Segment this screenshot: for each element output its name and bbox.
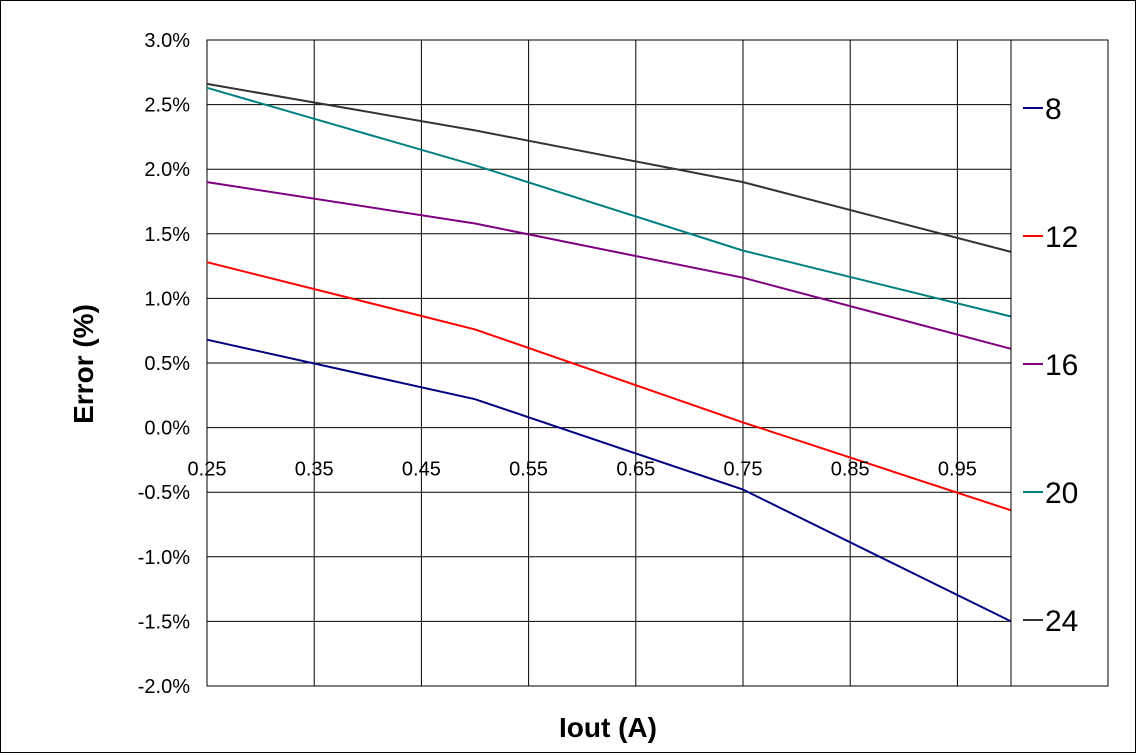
series-line-24 [206, 82, 1012, 253]
legend-label-12: 12 [1045, 221, 1078, 254]
y-tick-label: 2.0% [144, 159, 190, 181]
y-tick-label: 3.0% [144, 30, 190, 52]
series-line-20 [206, 86, 1012, 318]
legend-label-24: 24 [1045, 605, 1078, 638]
x-axis-ticks: 0.25 0.35 0.45 0.55 0.65 0.75 0.85 0.95 [188, 459, 977, 481]
y-tick-label: 2.5% [144, 95, 190, 117]
y-tick-label: -2.0% [138, 676, 190, 698]
series-line-16 [206, 181, 1012, 350]
grid [206, 39, 1012, 687]
x-tick-label: 0.75 [724, 459, 763, 481]
y-tick-label: 0.0% [144, 418, 190, 440]
y-tick-label: -1.0% [138, 547, 190, 569]
x-tick-label: 0.95 [938, 459, 977, 481]
x-tick-label: 0.35 [295, 459, 334, 481]
y-axis-ticks: -2.0% -1.5% -1.0% -0.5% 0.0% 0.5% 1.0% 1.5% 2.0%… [138, 30, 190, 698]
y-tick-label: -0.5% [138, 482, 190, 504]
x-tick-label: 0.25 [188, 459, 227, 481]
x-tick-label: 0.55 [509, 459, 548, 481]
x-tick-label: 0.85 [831, 459, 870, 481]
series-line-12 [206, 261, 1012, 512]
y-tick-label: 1.5% [144, 224, 190, 246]
x-tick-label: 0.65 [616, 459, 655, 481]
legend-label-8: 8 [1045, 93, 1062, 126]
legend-label-16: 16 [1045, 349, 1078, 382]
y-tick-label: 0.5% [144, 353, 190, 375]
x-tick-label: 0.45 [402, 459, 441, 481]
x-axis-title: Iout (A) [559, 712, 657, 743]
y-tick-label: -1.5% [138, 611, 190, 633]
series-layer [206, 82, 1012, 623]
series-line-8 [206, 338, 1012, 623]
y-axis-title: Error (%) [68, 304, 99, 424]
legend: 8 12 16 20 24 [1010, 39, 1109, 687]
y-tick-label: 1.0% [144, 288, 190, 310]
legend-label-20: 20 [1045, 477, 1078, 510]
